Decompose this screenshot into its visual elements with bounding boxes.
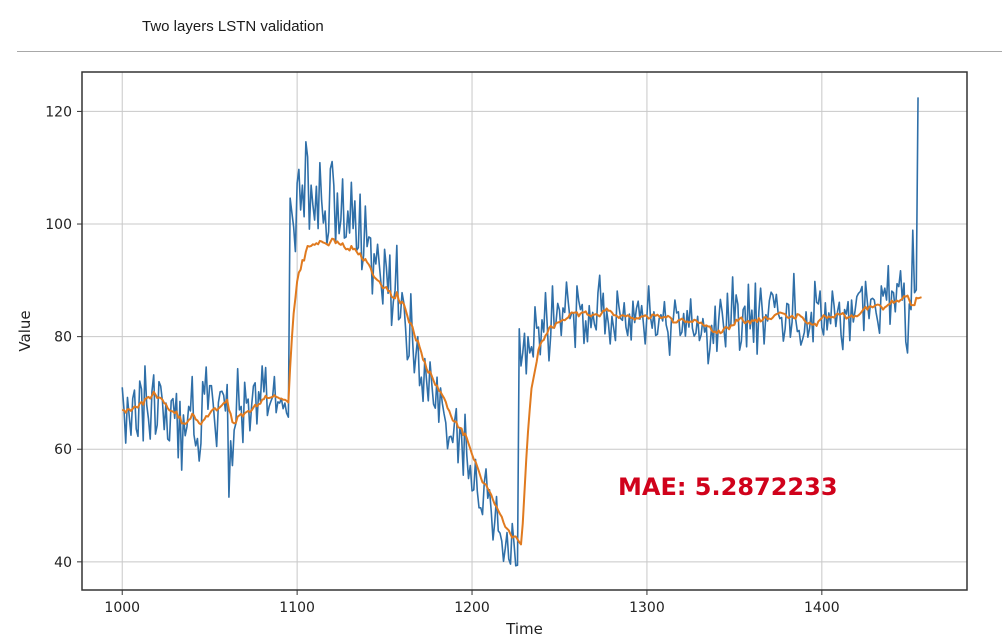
forecast-series-line [121,237,922,546]
x-axis-label: Time [505,620,543,638]
axis-ticks: 1000 1100 1200 1300 1400 40 60 80 100 120 [45,104,839,616]
y-tick-label: 100 [45,217,72,233]
series-layer [121,97,922,567]
y-tick-label: 40 [54,555,72,571]
y-tick-label: 80 [54,330,72,346]
x-tick-label: 1300 [629,600,665,616]
actual-series-line [121,97,919,567]
mae-annotation: MAE: 5.2872233 [618,473,838,501]
page-title: Two layers LSTN validation [142,18,324,35]
grid-lines [82,72,967,590]
y-tick-label: 120 [45,104,72,120]
title-divider [17,51,1002,52]
y-tick-label: 60 [54,442,72,458]
x-tick-label: 1000 [104,600,140,616]
x-tick-label: 1400 [804,600,840,616]
x-tick-label: 1200 [454,600,490,616]
x-tick-label: 1100 [279,600,315,616]
plot-frame [81,71,968,591]
y-axis-label: Value [16,310,34,351]
